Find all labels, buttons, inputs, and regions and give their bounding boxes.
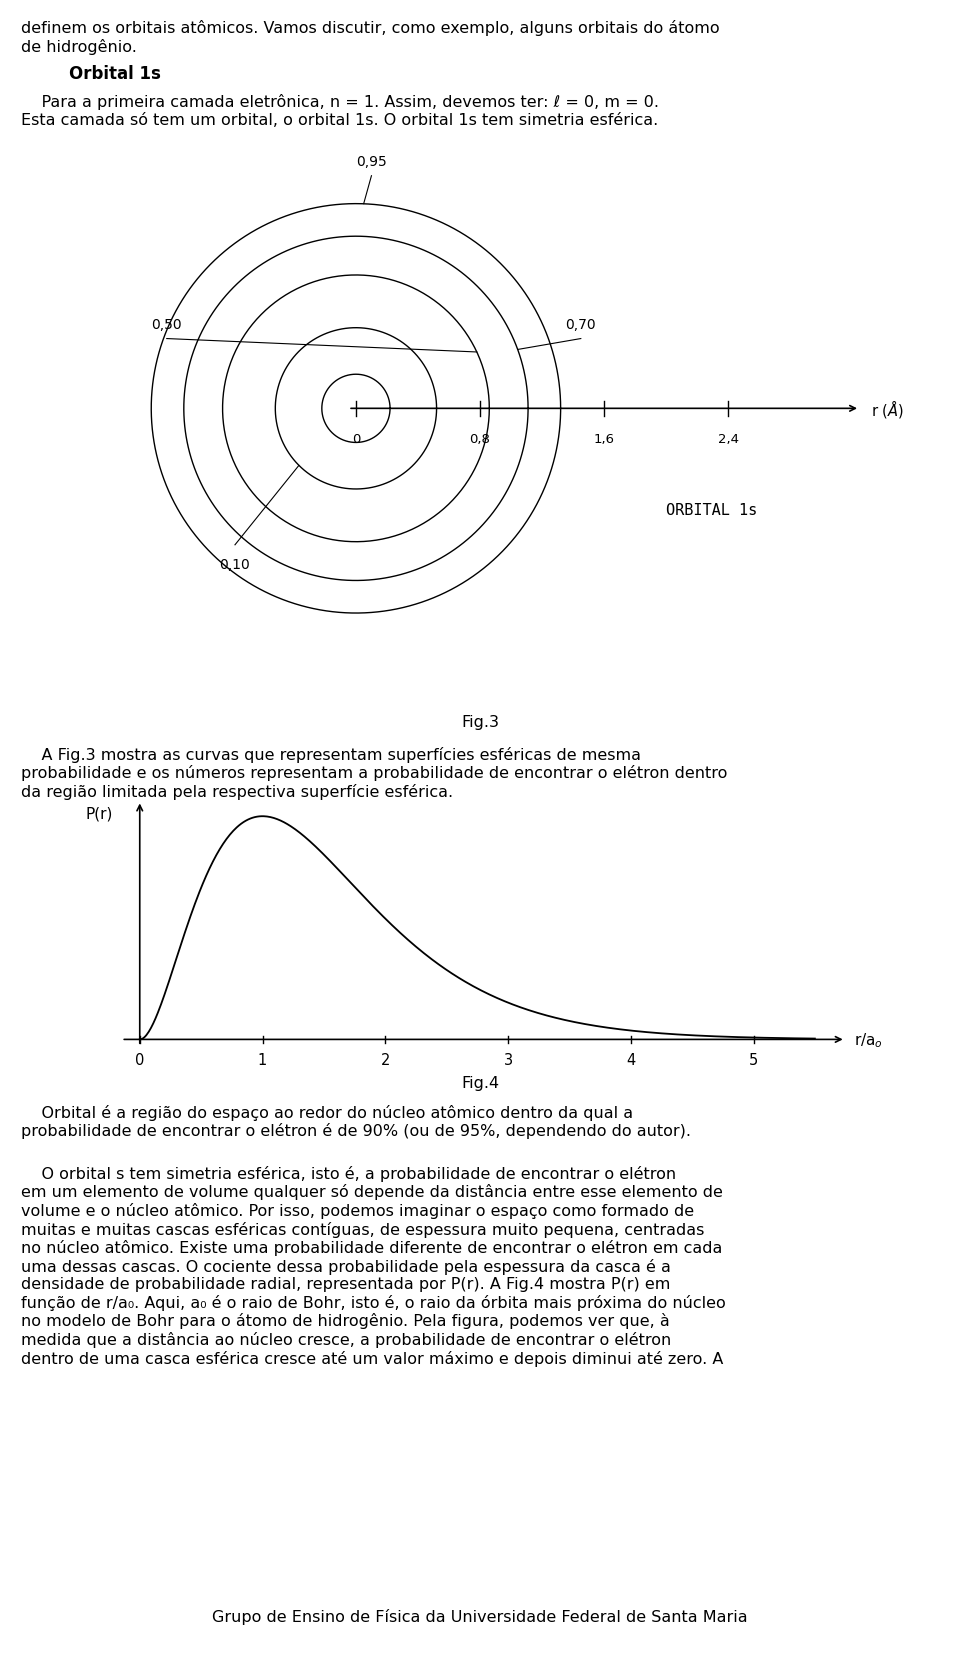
Text: 1,6: 1,6 <box>593 432 614 445</box>
Text: P(r): P(r) <box>85 806 112 821</box>
Text: O orbital s tem simetria esférica, isto é, a probabilidade de encontrar o elétro: O orbital s tem simetria esférica, isto … <box>21 1165 726 1365</box>
Text: 1: 1 <box>258 1053 267 1067</box>
Text: r/a$_o$: r/a$_o$ <box>854 1031 883 1049</box>
Text: r ($\AA$): r ($\AA$) <box>871 399 903 420</box>
Text: 2: 2 <box>380 1053 390 1067</box>
Text: definem os orbitais atômicos. Vamos discutir, como exemplo, alguns orbitais do á: definem os orbitais atômicos. Vamos disc… <box>21 20 720 55</box>
Text: 0,95: 0,95 <box>356 156 387 169</box>
Text: Fig.3: Fig.3 <box>461 715 499 730</box>
Text: Grupo de Ensino de Física da Universidade Federal de Santa Maria: Grupo de Ensino de Física da Universidad… <box>212 1609 748 1624</box>
Text: 0,50: 0,50 <box>152 318 182 331</box>
Text: 0: 0 <box>351 432 360 445</box>
Text: Orbital é a região do espaço ao redor do núcleo atômico dentro da qual a
probabi: Orbital é a região do espaço ao redor do… <box>21 1104 691 1139</box>
Text: 0,70: 0,70 <box>565 318 596 331</box>
Text: ORBITAL 1s: ORBITAL 1s <box>666 503 757 518</box>
Text: 4: 4 <box>626 1053 636 1067</box>
Text: 3: 3 <box>503 1053 513 1067</box>
Text: 0,10: 0,10 <box>220 558 251 573</box>
Text: Para a primeira camada eletrônica, n = 1. Assim, devemos ter: ℓ = 0, m = 0.
Esta: Para a primeira camada eletrônica, n = 1… <box>21 94 660 127</box>
Text: 5: 5 <box>749 1053 758 1067</box>
Text: 2,4: 2,4 <box>718 432 738 445</box>
Text: 0: 0 <box>135 1053 144 1067</box>
Text: 0,8: 0,8 <box>469 432 491 445</box>
Text: Fig.4: Fig.4 <box>461 1076 499 1091</box>
Text: A Fig.3 mostra as curvas que representam superfícies esféricas de mesma
probabil: A Fig.3 mostra as curvas que representam… <box>21 746 728 799</box>
Text: Orbital 1s: Orbital 1s <box>69 65 161 83</box>
